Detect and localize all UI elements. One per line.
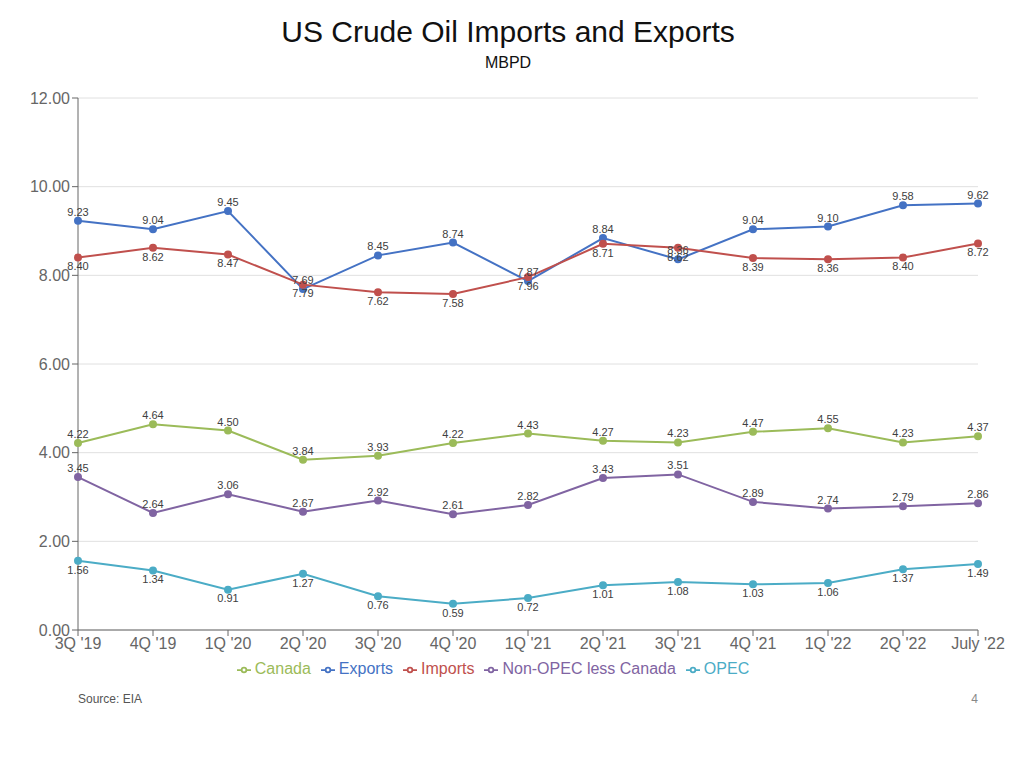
svg-text:4.37: 4.37: [967, 421, 988, 433]
svg-text:1.37: 1.37: [892, 572, 913, 584]
svg-text:8.40: 8.40: [67, 260, 88, 272]
svg-text:1.56: 1.56: [67, 564, 88, 576]
svg-text:2.92: 2.92: [367, 486, 388, 498]
svg-text:4.50: 4.50: [217, 416, 238, 428]
svg-text:8.62: 8.62: [142, 251, 163, 263]
svg-text:8.00: 8.00: [39, 267, 70, 284]
html-text:Source: EIA: Source: EIA: [78, 692, 142, 706]
svg-text:1.27: 1.27: [292, 577, 313, 589]
svg-text:8.39: 8.39: [742, 261, 763, 273]
svg-text:1Q '22: 1Q '22: [805, 635, 852, 652]
svg-text:4Q '19: 4Q '19: [130, 635, 177, 652]
svg-text:2.82: 2.82: [517, 490, 538, 502]
svg-text:1.08: 1.08: [667, 585, 688, 597]
svg-text:2Q '22: 2Q '22: [880, 635, 927, 652]
svg-text:9.10: 9.10: [817, 212, 838, 224]
svg-text:9.58: 9.58: [892, 190, 913, 202]
svg-text:0.72: 0.72: [517, 601, 538, 613]
svg-text:8.36: 8.36: [817, 262, 838, 274]
html-text:4: 4: [971, 692, 978, 706]
svg-text:2Q '21: 2Q '21: [580, 635, 627, 652]
html-text:Non-OPEC less Canada: Non-OPEC less Canada: [502, 660, 676, 677]
svg-text:8.74: 8.74: [442, 228, 463, 240]
svg-text:9.62: 9.62: [967, 189, 988, 201]
svg-text:3.06: 3.06: [217, 479, 238, 491]
svg-text:0.00: 0.00: [39, 622, 70, 639]
svg-text:4.23: 4.23: [667, 427, 688, 439]
svg-text:3.84: 3.84: [292, 445, 313, 457]
svg-text:1.34: 1.34: [142, 573, 163, 585]
svg-text:9.45: 9.45: [217, 196, 238, 208]
svg-text:3Q '19: 3Q '19: [54, 635, 102, 653]
svg-text:1Q '21: 1Q '21: [505, 635, 552, 652]
svg-text:4.55: 4.55: [817, 413, 838, 425]
svg-text:8.62: 8.62: [667, 251, 688, 263]
svg-text:2.67: 2.67: [292, 497, 313, 509]
svg-text:8.45: 8.45: [367, 240, 388, 252]
svg-text:4Q '20: 4Q '20: [430, 635, 477, 652]
svg-text:0.59: 0.59: [442, 607, 463, 619]
svg-text:4Q '21: 4Q '21: [730, 635, 777, 652]
html-text:OPEC: OPEC: [703, 660, 750, 677]
svg-text:9.04: 9.04: [142, 214, 163, 226]
html-text:Canada: Canada: [254, 660, 311, 677]
html-text:MBPD: MBPD: [484, 54, 532, 71]
svg-text:3.51: 3.51: [667, 459, 688, 471]
svg-text:0.91: 0.91: [217, 592, 238, 604]
svg-text:8.72: 8.72: [967, 246, 988, 258]
svg-text:0.76: 0.76: [367, 599, 388, 611]
svg-text:1.49: 1.49: [967, 567, 988, 579]
svg-text:4.22: 4.22: [442, 428, 463, 440]
svg-text:2.86: 2.86: [967, 488, 988, 500]
svg-text:8.40: 8.40: [892, 260, 913, 272]
svg-text:7.79: 7.79: [292, 287, 313, 299]
svg-text:1.01: 1.01: [592, 588, 613, 600]
html-text:US Crude Oil Imports and Expor: US Crude Oil Imports and Exports: [281, 15, 735, 48]
svg-text:8.47: 8.47: [217, 257, 238, 269]
svg-text:2.00: 2.00: [39, 533, 70, 550]
svg-text:2.79: 2.79: [892, 491, 913, 503]
svg-text:1.03: 1.03: [742, 587, 763, 599]
svg-text:2.74: 2.74: [817, 494, 838, 506]
svg-text:7.62: 7.62: [367, 295, 388, 307]
svg-text:9.04: 9.04: [742, 214, 763, 226]
svg-text:8.84: 8.84: [592, 223, 613, 235]
html-text:Exports: Exports: [338, 660, 394, 677]
svg-text:4.00: 4.00: [39, 444, 70, 461]
svg-text:3.43: 3.43: [592, 463, 613, 475]
svg-text:9.23: 9.23: [67, 206, 88, 218]
svg-text:4.23: 4.23: [892, 427, 913, 439]
svg-text:4.27: 4.27: [592, 426, 613, 438]
svg-text:6.00: 6.00: [39, 356, 70, 373]
svg-text:8.71: 8.71: [592, 247, 613, 259]
svg-text:2.89: 2.89: [742, 487, 763, 499]
svg-text:4.43: 4.43: [517, 419, 538, 431]
svg-text:3Q '20: 3Q '20: [355, 635, 402, 652]
svg-text:7.58: 7.58: [442, 297, 463, 309]
svg-text:2Q '20: 2Q '20: [280, 635, 327, 652]
svg-text:3.45: 3.45: [67, 462, 88, 474]
svg-text:1Q '20: 1Q '20: [205, 635, 252, 652]
svg-text:10.00: 10.00: [30, 178, 70, 195]
svg-text:July '22: July '22: [951, 635, 1005, 652]
svg-text:3.93: 3.93: [367, 441, 388, 453]
svg-text:1.06: 1.06: [817, 586, 838, 598]
svg-text:7.87: 7.87: [517, 266, 538, 278]
svg-text:4.22: 4.22: [67, 428, 88, 440]
html-text:Imports: Imports: [421, 660, 475, 677]
svg-text:2.64: 2.64: [142, 498, 163, 510]
svg-text:2.61: 2.61: [442, 499, 463, 511]
svg-text:7.69: 7.69: [292, 274, 313, 286]
svg-text:12.00: 12.00: [30, 90, 70, 107]
svg-text:7.96: 7.96: [517, 280, 538, 292]
svg-text:4.47: 4.47: [742, 417, 763, 429]
svg-text:3Q '21: 3Q '21: [655, 635, 702, 652]
svg-text:4.64: 4.64: [142, 409, 163, 421]
